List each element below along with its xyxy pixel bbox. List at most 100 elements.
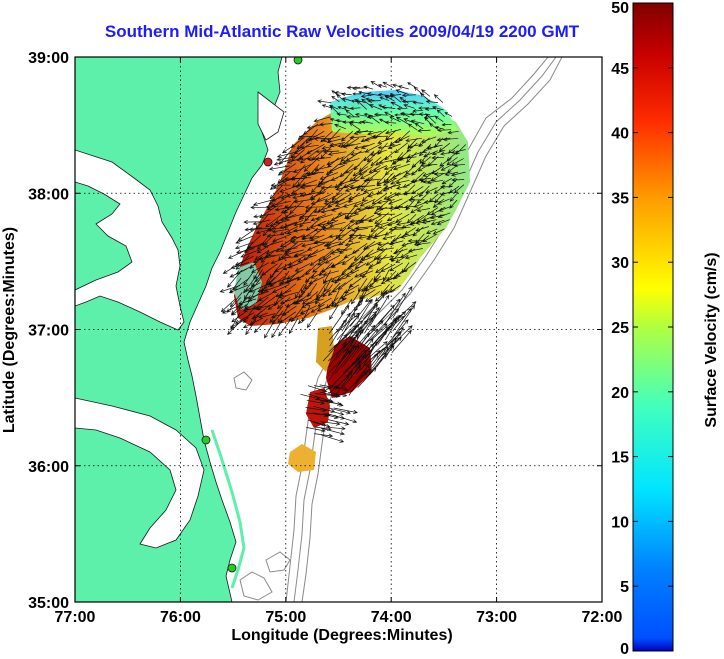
velocity-arrow bbox=[334, 123, 346, 130]
velocity-arrow bbox=[322, 270, 339, 277]
velocity-arrow bbox=[384, 95, 395, 102]
velocity-arrow bbox=[392, 225, 411, 230]
velocity-arrow bbox=[451, 149, 466, 155]
velocity-arrow bbox=[349, 171, 362, 182]
velocity-arrow bbox=[354, 112, 368, 117]
velocity-arrow bbox=[364, 306, 380, 334]
velocity-arrow bbox=[431, 155, 445, 160]
velocity-arrow bbox=[316, 283, 326, 298]
velocity-arrow bbox=[370, 80, 382, 88]
velocity-arrow bbox=[392, 233, 409, 242]
velocity-vectors bbox=[219, 80, 467, 443]
velocity-arrow bbox=[336, 360, 361, 389]
velocity-arrow bbox=[297, 312, 310, 325]
velocity-arrow bbox=[349, 106, 361, 111]
velocity-arrow bbox=[230, 262, 250, 269]
site-marker bbox=[263, 157, 273, 167]
velocity-arrow bbox=[313, 206, 332, 214]
velocity-arrow bbox=[370, 156, 382, 167]
velocity-arrow bbox=[313, 240, 332, 245]
velocity-arrow bbox=[388, 240, 404, 246]
velocity-arrow bbox=[240, 248, 262, 258]
chesapeake-bay bbox=[75, 149, 185, 331]
velocity-arrow bbox=[291, 239, 312, 245]
velocity-arrow bbox=[389, 116, 401, 123]
velocity-arrow bbox=[359, 171, 374, 180]
velocity-arrow bbox=[353, 145, 369, 150]
velocity-arrow bbox=[263, 284, 284, 292]
velocity-arrow bbox=[401, 241, 418, 247]
velocity-arrow bbox=[279, 297, 298, 305]
velocity-arrow bbox=[353, 248, 366, 262]
velocity-arrow bbox=[365, 249, 382, 258]
velocity-arrow bbox=[307, 242, 326, 251]
velocity-arrow bbox=[313, 385, 331, 390]
velocity-arrow bbox=[417, 128, 431, 133]
velocity-arrow bbox=[396, 184, 410, 190]
velocity-arrow bbox=[249, 283, 270, 293]
x-tick-label: 73:00 bbox=[476, 609, 517, 626]
site-marker bbox=[293, 57, 303, 65]
velocity-arrow bbox=[375, 200, 389, 211]
colorbar-tick-label: 45 bbox=[611, 61, 629, 78]
velocity-arrow bbox=[422, 170, 437, 177]
velocity-arrow bbox=[273, 263, 291, 272]
velocity-arrow bbox=[392, 163, 410, 171]
velocity-arrow bbox=[343, 249, 360, 259]
velocity-arrow bbox=[408, 248, 423, 253]
velocity-arrow bbox=[324, 193, 341, 202]
velocity-arrow bbox=[329, 249, 348, 255]
colorbar-tick-label: 40 bbox=[611, 126, 629, 143]
velocity-arrow bbox=[397, 85, 409, 90]
velocity-arrow bbox=[431, 165, 445, 175]
velocity-arrow bbox=[335, 330, 358, 361]
velocity-arrow bbox=[342, 142, 361, 149]
velocity-arrow bbox=[357, 235, 374, 240]
velocity-arrow bbox=[333, 407, 358, 414]
velocity-arrow bbox=[328, 325, 357, 353]
velocity-arrow bbox=[278, 149, 292, 166]
velocity-arrow bbox=[348, 233, 366, 238]
velocity-arrow bbox=[274, 206, 292, 212]
velocity-arrow bbox=[406, 142, 418, 153]
velocity-arrow bbox=[356, 298, 373, 325]
velocity-arrow bbox=[257, 255, 276, 261]
velocity-arrow bbox=[376, 308, 400, 333]
pamlico-sound bbox=[75, 397, 205, 549]
velocity-arrow bbox=[416, 192, 430, 204]
field-south-edge bbox=[288, 444, 316, 472]
velocity-arrow bbox=[327, 391, 348, 398]
velocity-arrow bbox=[320, 421, 341, 426]
velocity-arrow bbox=[300, 150, 318, 164]
velocity-arrow bbox=[412, 226, 424, 237]
velocity-arrow bbox=[322, 248, 339, 261]
velocity-arrow bbox=[265, 204, 283, 209]
velocity-arrow bbox=[313, 136, 332, 141]
velocity-arrow bbox=[432, 105, 444, 111]
velocity-arrow bbox=[376, 178, 389, 187]
velocity-arrow bbox=[306, 399, 326, 405]
velocity-arrow bbox=[329, 142, 345, 147]
velocity-arrow bbox=[270, 183, 291, 188]
velocity-arrow bbox=[395, 89, 409, 95]
velocity-arrow bbox=[440, 191, 453, 196]
velocity-arrow bbox=[329, 312, 351, 347]
velocity-arrow bbox=[341, 365, 362, 389]
velocity-arrow bbox=[371, 193, 387, 205]
velocity-arrow bbox=[315, 149, 332, 154]
velocity-arrow bbox=[370, 149, 387, 156]
y-tick-label: 37:00 bbox=[28, 323, 69, 340]
velocity-arrow bbox=[404, 204, 417, 210]
velocity-arrow bbox=[382, 235, 396, 241]
velocity-arrow bbox=[276, 297, 291, 310]
velocity-arrow bbox=[335, 370, 353, 396]
velocity-arrow bbox=[367, 98, 381, 104]
velocity-arrow bbox=[368, 165, 381, 174]
velocity-arrow bbox=[371, 134, 389, 139]
velocity-arrow bbox=[246, 291, 269, 300]
velocity-arrow bbox=[328, 304, 350, 334]
velocity-arrow bbox=[268, 165, 290, 171]
velocity-arrow bbox=[335, 247, 353, 252]
velocity-arrow bbox=[341, 97, 352, 102]
velocity-arrow bbox=[331, 205, 347, 212]
